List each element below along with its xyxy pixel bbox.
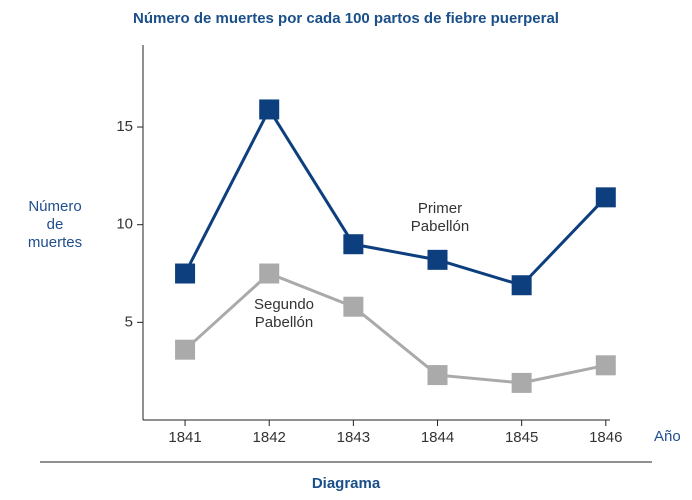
chart-title: Número de muertes por cada 100 partos de… [133, 10, 559, 27]
x-tick-label: 1842 [253, 429, 286, 446]
marker [595, 187, 616, 208]
marker [595, 355, 616, 376]
y-tick-label: 5 [125, 313, 133, 330]
marker [511, 275, 532, 296]
marker [511, 372, 532, 393]
series-line [183, 106, 607, 287]
marker [343, 234, 364, 255]
marker [175, 339, 196, 360]
y-axis-label: Número de muertes [28, 198, 82, 251]
x-tick-label: 1841 [168, 429, 201, 446]
marker [343, 296, 364, 317]
marker [427, 249, 448, 270]
marker [175, 263, 196, 284]
series-label: Segundo Pabellón [254, 296, 314, 331]
x-axis-label: Año [654, 428, 681, 445]
x-tick-label: 1845 [505, 429, 538, 446]
x-tick-label: 1843 [337, 429, 370, 446]
marker [259, 263, 280, 284]
y-tick-label: 15 [116, 118, 133, 135]
series-label: Primer Pabellón [411, 200, 469, 235]
x-tick-label: 1844 [421, 429, 454, 446]
series-line [184, 271, 607, 385]
marker [427, 365, 448, 386]
marker [259, 99, 280, 120]
caption: Diagrama [312, 475, 381, 492]
y-tick-label: 10 [116, 216, 133, 233]
x-tick-label: 1846 [589, 429, 622, 446]
